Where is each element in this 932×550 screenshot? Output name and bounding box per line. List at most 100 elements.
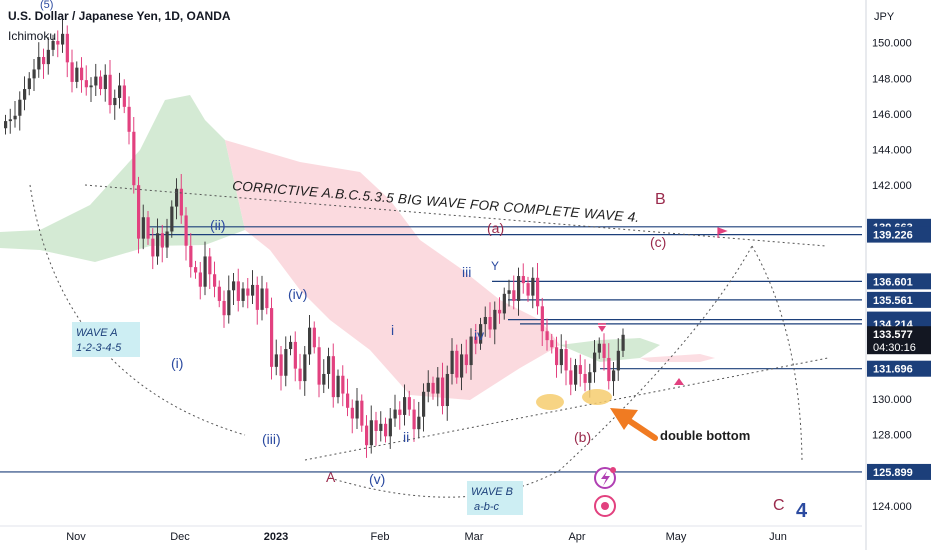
candle-body [555,347,559,366]
annotation-wave-a-sub: 1-2-3-4-5 [76,342,122,354]
candle-body [175,188,179,207]
candle-body [94,76,98,86]
candle-body [84,80,88,88]
candle-body [37,56,41,70]
time-tick-label: Apr [568,531,585,543]
trendline-lower [304,357,829,461]
current-price-text: 133.577 [873,329,913,341]
price-tick-label: 128.000 [872,430,912,442]
flag-marker [717,227,728,238]
annotation-wave-b-sub: a-b-c [474,501,500,513]
candle-body [536,277,540,307]
candle-body [479,324,483,344]
indicator-label[interactable]: Ichimoku [8,29,57,43]
price-tick-label: 146.000 [872,109,912,121]
candle-body [284,349,288,376]
candle-body [4,121,8,129]
wave-label-4: 4 [796,500,808,522]
price-tick-label: 144.000 [872,145,912,157]
candle-body [70,62,74,82]
candle-body [80,67,84,81]
candle-body [179,188,183,216]
annotation-wave-a-title: WAVE A [76,327,118,339]
candle-body [160,233,164,248]
price-level-text: 131.696 [873,364,913,376]
candle-body [189,245,193,268]
candle-body [464,354,468,366]
candle-body [198,272,202,287]
candle-body [374,420,378,431]
time-tick-label: Jun [769,531,787,543]
time-tick-label: Feb [371,531,390,543]
down-triangle-marker [598,326,606,332]
candle-body [132,131,136,186]
double-bottom-marker-1 [536,394,564,410]
candle-body [279,354,283,376]
candle-body [322,373,326,385]
candle-body [194,267,198,273]
annotation-double-bottom: double bottom [660,428,750,443]
candle-body [213,274,217,287]
candle-body [517,276,521,301]
candle-body [61,33,65,45]
candle-body [118,85,122,98]
price-tick-label: 130.000 [872,394,912,406]
candle-body [388,418,392,437]
candle-body [298,368,302,382]
candle-body [521,276,525,284]
candle-body [474,336,478,344]
wave-label-b-paren: (b) [574,429,591,445]
candle-body [274,354,278,367]
time-tick-label: May [666,531,687,543]
target-glyph [601,502,609,510]
arrow-head [610,408,638,430]
price-tick-label: 124.000 [872,501,912,513]
candle-body [597,343,601,353]
price-level-badge [867,360,931,377]
candle-body [241,288,245,301]
ichimoku-cloud-bullish [0,95,245,262]
double-bottom-marker-2 [582,389,612,405]
candle-body [232,281,236,291]
candle-body [365,425,369,446]
wave-label-a-paren: (a) [487,220,504,236]
candle-body [412,409,416,430]
candle-body [246,288,250,296]
price-tick-label: 148.000 [872,73,912,85]
candle-body [151,238,155,257]
candle-body [588,372,592,383]
wave-c-arc [751,245,803,461]
candle-body [13,115,17,120]
symbol-title[interactable]: U.S. Dollar / Japanese Yen, 1D, OANDA [8,9,231,23]
candle-body [426,382,430,392]
candle-body [165,231,169,248]
wave-label-v-paren: (v) [369,471,385,487]
candle-body [574,365,578,385]
wave-label-5: (5) [40,0,53,11]
candle-body [398,409,402,415]
wave-label-ii-paren: (ii) [210,217,226,233]
notification-dot [610,467,616,473]
candle-body [531,277,535,296]
candle-body [141,217,145,239]
candle-body [251,284,255,296]
arrow-shaft [625,417,658,441]
candle-body [260,288,264,310]
candle-body [170,206,174,232]
candle-body [122,85,126,107]
candle-body [407,397,411,410]
candle-body [384,423,388,437]
candle-body [146,217,150,239]
candle-body [227,290,231,316]
candle-body [327,356,331,374]
candle-body [569,370,573,385]
candle-body [8,119,12,122]
candle-body [312,327,316,348]
candle-body [445,373,449,407]
candle-body [289,341,293,350]
candle-body [436,377,440,394]
wave-label-iv-paren: (iv) [288,286,307,302]
price-level-badge [867,226,931,243]
